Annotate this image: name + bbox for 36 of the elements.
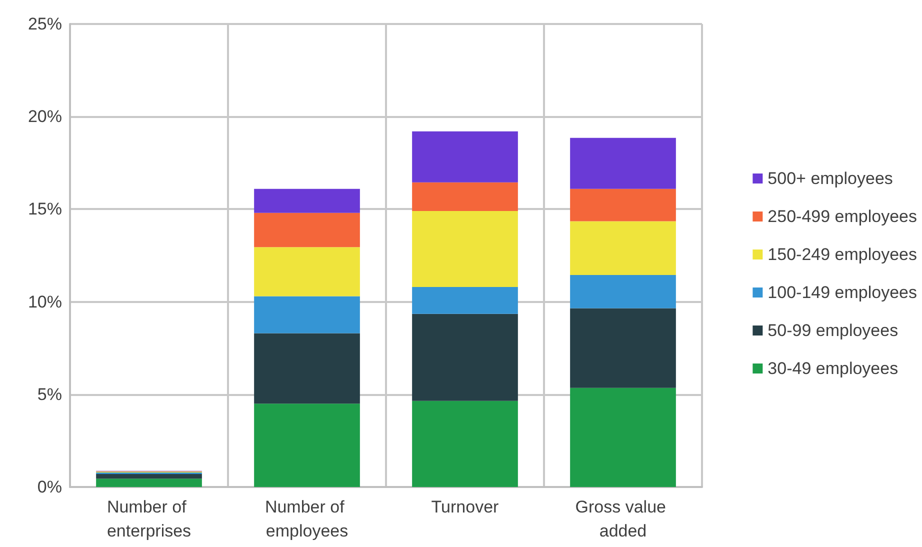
bar	[570, 274, 676, 308]
y-tick-label: 20%	[28, 107, 62, 126]
y-tick-label: 15%	[28, 200, 62, 219]
legend-label: 150-249 employees	[768, 245, 918, 264]
bar	[570, 188, 676, 222]
y-tick-label: 25%	[28, 14, 62, 34]
y-tick-label: 0%	[37, 478, 62, 496]
bar	[412, 131, 518, 182]
legend-label: 100-149 employees	[768, 283, 918, 302]
legend-label: 500+ employees	[768, 169, 893, 188]
bar	[570, 221, 676, 275]
bar	[412, 211, 518, 287]
bar	[412, 400, 518, 487]
bar	[254, 296, 360, 334]
bar	[254, 404, 360, 487]
bar	[254, 247, 360, 296]
bar	[412, 314, 518, 401]
x-tick-label: Number of employees	[264, 498, 350, 540]
bar	[412, 182, 518, 212]
legend-label: 30-49 employees	[768, 359, 898, 378]
bar	[96, 478, 202, 487]
x-tick-label: Gross value added	[575, 498, 671, 540]
bar	[570, 388, 676, 487]
y-tick-label: 5%	[37, 384, 62, 404]
bar	[96, 474, 202, 479]
bar	[254, 188, 360, 213]
bar	[254, 333, 360, 404]
bar	[570, 138, 676, 189]
bar	[254, 212, 360, 248]
x-tick-label: Turnover	[431, 498, 500, 516]
y-tick-label: 10%	[28, 292, 62, 312]
legend-label: 250-499 employees	[768, 207, 918, 226]
x-tick-label: Number of enterprises	[106, 498, 192, 540]
bar	[570, 308, 676, 388]
legend-label: 50-99 employees	[768, 321, 898, 340]
bar	[412, 286, 518, 314]
